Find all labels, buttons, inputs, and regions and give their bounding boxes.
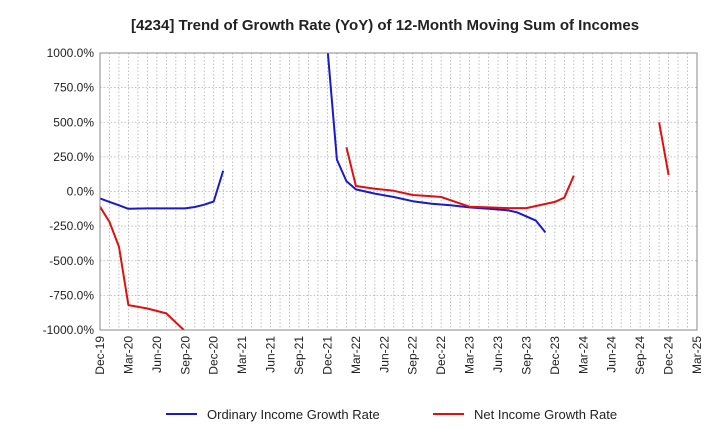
legend-label-net-income: Net Income Growth Rate [474,407,617,422]
y-tick-label: 1000.0% [47,46,95,60]
x-tick-label: Sep-24 [633,336,647,375]
x-tick-label: Mar-21 [235,336,249,374]
x-tick-label: Mar-25 [690,336,704,374]
x-tick-label: Dec-20 [207,336,221,375]
series-line-segment [326,53,547,234]
series-line-segment [345,146,575,210]
x-tick-label: Jun-23 [491,336,505,373]
y-tick-label: 750.0% [53,81,94,95]
y-tick-label: 250.0% [53,150,94,164]
x-tick-label: Mar-24 [576,336,590,374]
x-tick-label: Dec-19 [93,336,107,375]
y-tick-label: 0.0% [67,185,95,199]
x-tick-label: Dec-23 [548,336,562,375]
x-tick-label: Dec-22 [434,336,448,375]
y-tick-label: -1000.0% [43,323,95,337]
series-line-segment [100,170,225,210]
x-tick-label: Mar-22 [349,336,363,374]
axis-layer: 1000.0% 750.0% 500.0% 250.0% 0.0% -250.0% -500… [43,46,704,375]
plot-frame [99,52,698,331]
x-tick-label: Jun-22 [377,336,391,373]
y-tick-label: -750.0% [49,288,94,302]
x-tick-label: Jun-20 [150,336,164,373]
x-tick-label: Mar-20 [121,336,135,374]
x-tick-label: Dec-21 [320,336,334,375]
y-tick-label: 500.0% [53,115,94,129]
x-tick-label: Jun-24 [605,336,619,373]
x-tick-label: Sep-23 [519,336,533,375]
x-tick-label: Jun-21 [264,336,278,373]
x-tick-label: Mar-23 [463,336,477,374]
series-line-segment [658,122,670,176]
y-tick-label: -500.0% [49,254,94,268]
series-layer [100,53,670,330]
series-net-income [100,122,670,330]
x-tick-label: Dec-24 [662,336,676,375]
chart-title: [4234] Trend of Growth Rate (YoY) of 12-… [131,17,639,34]
x-tick-label: Sep-21 [292,336,306,375]
legend-label-ordinary-income: Ordinary Income Growth Rate [207,407,380,422]
legend: Ordinary Income Growth Rate Net Income G… [166,407,617,422]
x-tick-label: Sep-20 [178,336,192,375]
series-ordinary-income [100,53,547,234]
series-line-segment [100,206,186,330]
x-tick-label: Sep-22 [406,336,420,375]
grid-layer [100,52,697,331]
y-tick-label: -250.0% [49,219,94,233]
